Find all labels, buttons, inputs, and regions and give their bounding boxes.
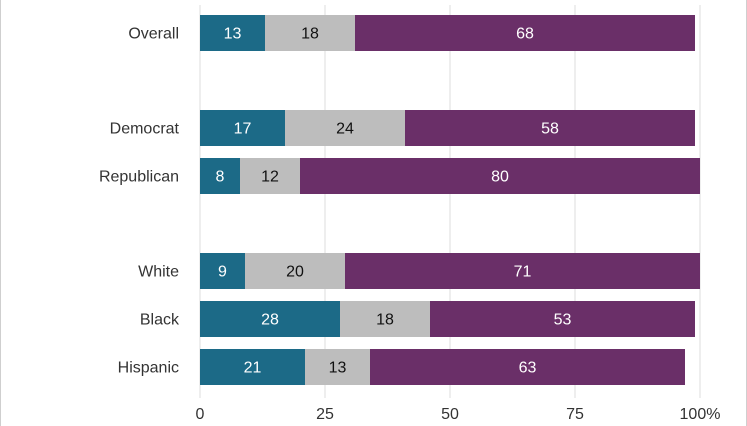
bar-segment-overall-1 xyxy=(200,15,265,51)
x-tick-label-75: 75 xyxy=(566,406,584,423)
left-frame-edge xyxy=(0,0,1,426)
data-label-overall-1: 13 xyxy=(224,26,242,43)
bar-segment-republican-3 xyxy=(300,158,700,194)
bar-segment-white-1 xyxy=(200,253,245,289)
x-tick-label-100: 100% xyxy=(680,406,721,423)
data-label-hispanic-3: 63 xyxy=(519,360,537,377)
bar-segment-black-3 xyxy=(430,301,695,337)
category-label-black: Black xyxy=(140,312,180,329)
bar-segment-black-1 xyxy=(200,301,340,337)
data-label-black-3: 53 xyxy=(554,312,572,329)
bar-segment-republican-2 xyxy=(240,158,300,194)
category-label-overall: Overall xyxy=(128,26,179,43)
data-label-hispanic-2: 13 xyxy=(329,360,347,377)
x-axis-ticks: 0 25 50 75 100% xyxy=(196,406,721,423)
bar-segment-democrat-2 xyxy=(285,110,405,146)
bar-segment-hispanic-1 xyxy=(200,349,305,385)
data-label-democrat-1: 17 xyxy=(234,121,252,138)
bar-segment-overall-2 xyxy=(265,15,355,51)
data-label-overall-3: 68 xyxy=(516,26,534,43)
bar-segment-hispanic-3 xyxy=(370,349,685,385)
data-label-black-1: 28 xyxy=(261,312,279,329)
bar-segment-hispanic-2 xyxy=(305,349,370,385)
x-tick-label-25: 25 xyxy=(316,406,334,423)
category-labels: Overall Democrat Republican White Black Hispa… xyxy=(99,26,180,377)
bar-segment-black-2 xyxy=(340,301,430,337)
bar-segment-democrat-1 xyxy=(200,110,285,146)
category-label-democrat: Democrat xyxy=(110,121,180,138)
bar-segment-democrat-3 xyxy=(405,110,695,146)
data-label-democrat-3: 58 xyxy=(541,121,559,138)
data-label-white-3: 71 xyxy=(514,264,532,281)
bars: 13 18 68 17 24 58 8 12 80 9 20 71 28 18 53 21 13 63 xyxy=(200,15,700,385)
data-label-republican-1: 8 xyxy=(216,169,225,186)
x-tick-label-0: 0 xyxy=(196,406,205,423)
data-label-hispanic-1: 21 xyxy=(244,360,262,377)
data-label-white-1: 9 xyxy=(218,264,227,281)
gridlines xyxy=(199,5,701,398)
category-label-hispanic: Hispanic xyxy=(118,360,179,377)
bar-segment-white-2 xyxy=(245,253,345,289)
x-tick-label-50: 50 xyxy=(441,406,459,423)
bar-segment-republican-1 xyxy=(200,158,240,194)
data-label-republican-2: 12 xyxy=(261,169,279,186)
category-label-white: White xyxy=(138,264,179,281)
bar-segment-overall-3 xyxy=(355,15,695,51)
category-label-republican: Republican xyxy=(99,169,179,186)
data-label-democrat-2: 24 xyxy=(336,121,354,138)
data-label-black-2: 18 xyxy=(376,312,394,329)
data-label-overall-2: 18 xyxy=(301,26,319,43)
data-label-white-2: 20 xyxy=(286,264,304,281)
data-label-republican-3: 80 xyxy=(491,169,509,186)
bar-segment-white-3 xyxy=(345,253,700,289)
